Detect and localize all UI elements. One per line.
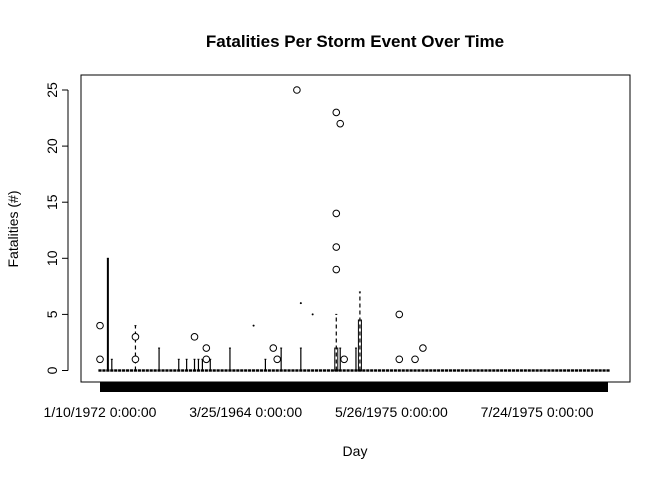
- outlier-point: [411, 355, 419, 364]
- x-tick-label-1: 1/10/1972 0:00:00: [44, 404, 157, 420]
- outlier-point: [419, 344, 427, 352]
- outlier-point: [131, 333, 140, 341]
- outlier-point: [273, 355, 282, 364]
- outlier-point: [395, 310, 404, 319]
- outlier-point: [293, 86, 301, 94]
- x-tick-band: [100, 382, 608, 392]
- chart-marks: [96, 86, 610, 372]
- y-tick-label-5: 5: [44, 310, 60, 318]
- y-tick-label-20: 20: [44, 138, 60, 154]
- outlier-point: [332, 209, 341, 218]
- outlier-point: [336, 119, 345, 128]
- y-tick-label-25: 25: [44, 82, 60, 98]
- outlier-point: [332, 243, 341, 251]
- y-axis: 0 5 10 15 20 25: [44, 82, 69, 374]
- outlier-point: [332, 108, 341, 117]
- x-tick-label-3: 5/26/1975 0:00:00: [335, 404, 448, 420]
- outlier-point: [269, 344, 278, 352]
- outlier-point: [190, 333, 199, 341]
- outlier-point: [96, 355, 104, 364]
- y-axis-label: Fatalities (#): [5, 190, 21, 267]
- x-tick-label-4: 7/24/1975 0:00:00: [481, 404, 594, 420]
- x-tick-label-2: 3/25/1964 0:00:00: [189, 404, 302, 420]
- outlier-point: [340, 355, 348, 364]
- chart-title: Fatalities Per Storm Event Over Time: [206, 32, 504, 51]
- outlier-point: [96, 321, 104, 330]
- plot-frame: [80, 74, 631, 383]
- outlier-point: [202, 355, 211, 364]
- x-axis: 1/10/1972 0:00:00 3/25/1964 0:00:00 5/26/1…: [44, 382, 608, 420]
- dot-point: [311, 313, 314, 316]
- y-tick-label-15: 15: [44, 194, 60, 210]
- dot-point: [299, 302, 302, 305]
- y-tick-label-0: 0: [44, 366, 60, 374]
- outlier-point: [131, 355, 140, 364]
- outlier-point: [332, 265, 341, 274]
- y-tick-label-10: 10: [44, 250, 60, 266]
- outlier-point: [395, 355, 404, 364]
- dot-point: [252, 324, 255, 327]
- outlier-point: [202, 344, 211, 352]
- x-axis-label: Day: [343, 443, 368, 459]
